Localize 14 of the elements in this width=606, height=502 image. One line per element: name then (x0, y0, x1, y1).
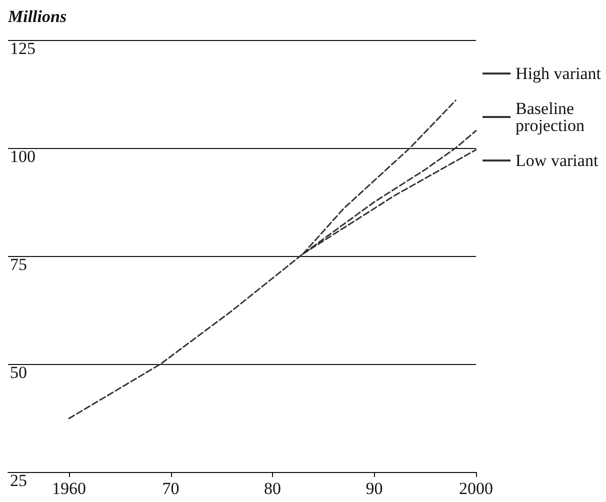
x-tick-label: 90 (366, 479, 383, 498)
x-tick-label: 80 (264, 479, 282, 498)
y-tick-label: 50 (10, 363, 27, 382)
x-tick-label: 2000 (459, 479, 493, 498)
y-tick-label: 100 (10, 147, 36, 166)
legend-label: Low variant (516, 151, 598, 170)
y-axis-title: Millions (7, 7, 67, 26)
y-tick-label: 25 (10, 471, 27, 490)
legend-label: Baseline projection (516, 99, 585, 135)
legend-label: High variant (516, 64, 602, 83)
x-tick-label: 70 (162, 479, 180, 498)
y-tick-label: 125 (10, 39, 36, 58)
y-tick-label: 75 (10, 255, 27, 274)
x-tick-label: 1960 (52, 479, 86, 498)
